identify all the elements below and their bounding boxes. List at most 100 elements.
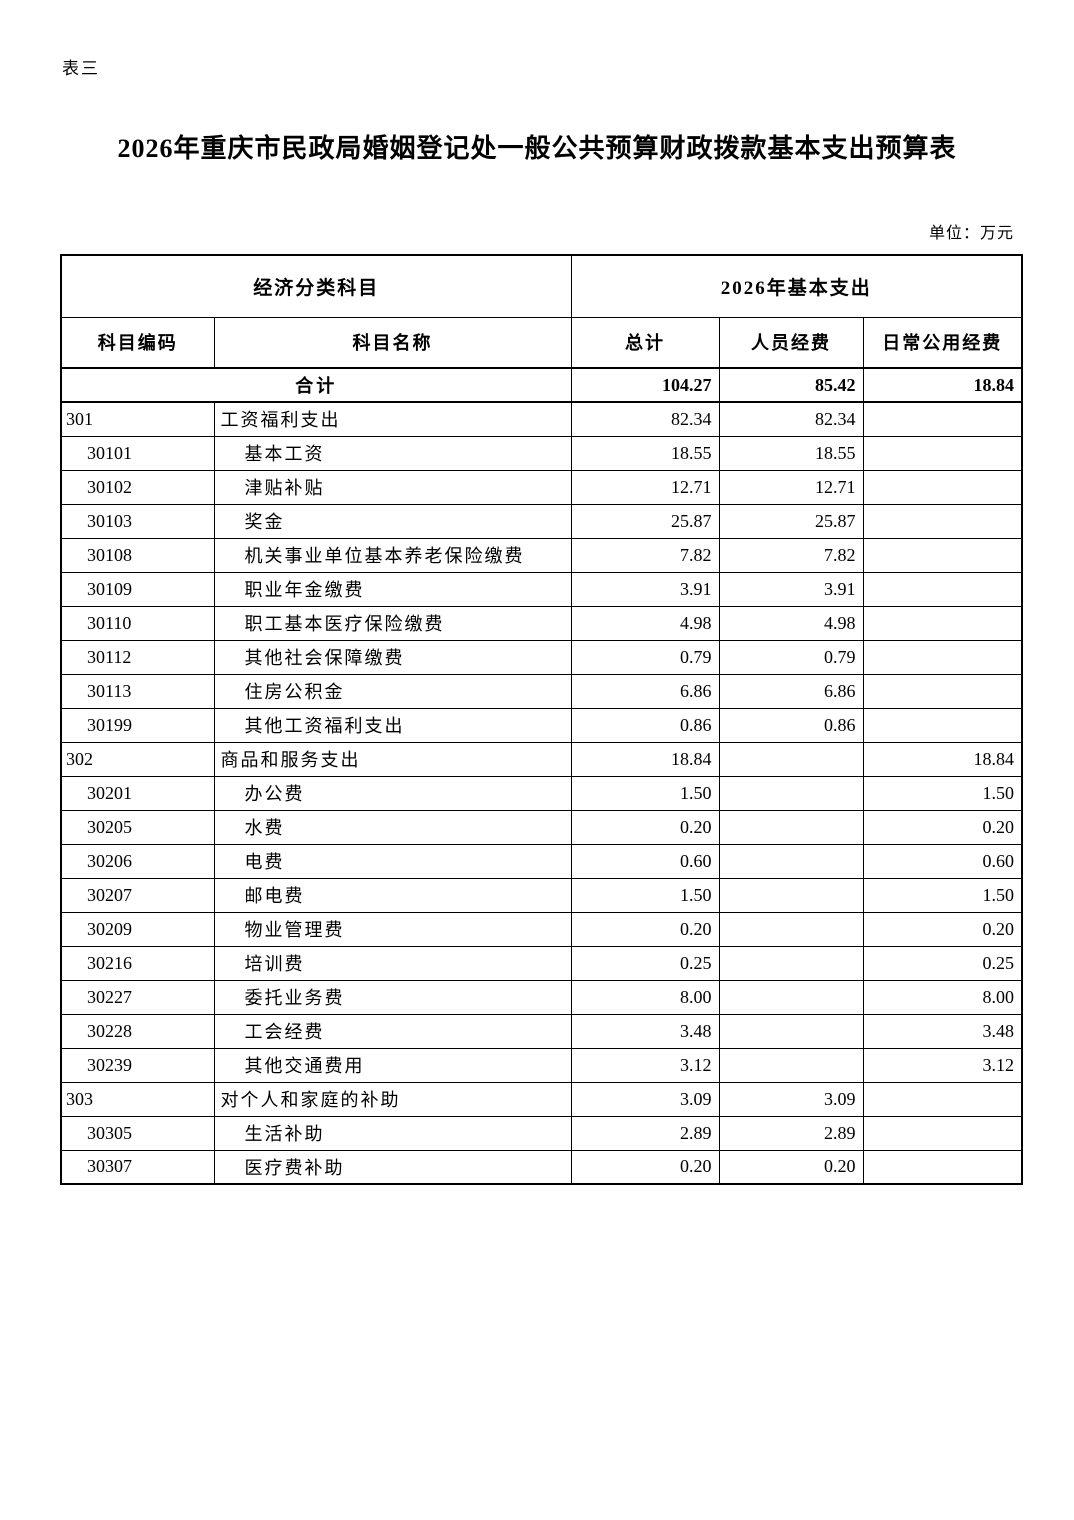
cell-daily-value [862, 469, 1023, 505]
cell-daily-value [862, 605, 1023, 641]
cell-personnel-value: 6.86 [718, 673, 864, 709]
cell-daily-value [862, 1081, 1023, 1117]
table-row: 30227 委托业务费 8.00 8.00 [60, 979, 1023, 1015]
cell-total-value: 25.87 [570, 503, 720, 539]
table-row: 30108 机关事业单位基本养老保险缴费 7.82 7.82 [60, 537, 1023, 573]
budget-table: 经济分类科目 2026年基本支出 科目编码 科目名称 总计 人员经费 日常公用经… [60, 254, 1024, 1185]
cell-total-value: 4.98 [570, 605, 720, 641]
cell-subject-name: 对个人和家庭的补助 [213, 1081, 572, 1117]
cell-subject-name: 邮电费 [213, 877, 572, 913]
cell-total-value: 3.48 [570, 1013, 720, 1049]
cell-subject-code: 30110 [60, 605, 215, 641]
cell-daily-value: 8.00 [862, 979, 1023, 1015]
cell-total-value: 2.89 [570, 1115, 720, 1151]
cell-daily-value [862, 435, 1023, 471]
cell-subject-name: 电费 [213, 843, 572, 879]
cell-personnel-value: 25.87 [718, 503, 864, 539]
cell-daily-value: 3.12 [862, 1047, 1023, 1083]
cell-subject-name: 其他社会保障缴费 [213, 639, 572, 675]
cell-subject-code: 30206 [60, 843, 215, 879]
cell-personnel-value [718, 1013, 864, 1049]
cell-subject-code: 30305 [60, 1115, 215, 1151]
cell-total-value: 8.00 [570, 979, 720, 1015]
cell-subject-name: 其他交通费用 [213, 1047, 572, 1083]
cell-subject-code: 30101 [60, 435, 215, 471]
cell-subject-name: 住房公积金 [213, 673, 572, 709]
cell-daily-value: 0.60 [862, 843, 1023, 879]
table-row: 30206 电费 0.60 0.60 [60, 843, 1023, 879]
cell-subject-code: 30199 [60, 707, 215, 743]
cell-subject-name: 商品和服务支出 [213, 741, 572, 777]
table-header: 经济分类科目 2026年基本支出 科目编码 科目名称 总计 人员经费 日常公用经… [60, 254, 1023, 369]
cell-total-value: 0.79 [570, 639, 720, 675]
cell-subject-name: 职工基本医疗保险缴费 [213, 605, 572, 641]
cell-personnel-value: 12.71 [718, 469, 864, 505]
cell-subject-code: 30102 [60, 469, 215, 505]
table-row: 30109 职业年金缴费 3.91 3.91 [60, 571, 1023, 607]
cell-total-value: 7.82 [570, 537, 720, 573]
cell-total-value: 104.27 [570, 367, 720, 403]
cell-personnel-value [718, 877, 864, 913]
cell-personnel-value: 4.98 [718, 605, 864, 641]
cell-subject-name: 物业管理费 [213, 911, 572, 947]
cell-personnel-value [718, 843, 864, 879]
cell-personnel-value: 0.20 [718, 1149, 864, 1185]
cell-subject-code: 30228 [60, 1013, 215, 1049]
cell-subject-name: 基本工资 [213, 435, 572, 471]
cell-personnel-value [718, 979, 864, 1015]
table-row: 302 商品和服务支出 18.84 18.84 [60, 741, 1023, 777]
cell-total-value: 3.91 [570, 571, 720, 607]
cell-daily-value: 1.50 [862, 775, 1023, 811]
cell-daily-value [862, 1115, 1023, 1151]
cell-daily-value: 1.50 [862, 877, 1023, 913]
cell-daily-value: 0.20 [862, 809, 1023, 845]
cell-daily-value [862, 673, 1023, 709]
table-row: 30239 其他交通费用 3.12 3.12 [60, 1047, 1023, 1083]
cell-total-value: 0.25 [570, 945, 720, 981]
cell-subject-name: 工资福利支出 [213, 401, 572, 437]
cell-total-value: 0.60 [570, 843, 720, 879]
cell-subject-name: 工会经费 [213, 1013, 572, 1049]
cell-grand-total-label: 合计 [60, 367, 572, 403]
cell-daily-value [862, 503, 1023, 539]
cell-subject-code: 302 [60, 741, 215, 777]
cell-daily-value [862, 537, 1023, 573]
col-header-personnel-funds: 人员经费 [718, 316, 864, 369]
cell-personnel-value [718, 945, 864, 981]
cell-personnel-value [718, 911, 864, 947]
table-row: 30102 津贴补贴 12.71 12.71 [60, 469, 1023, 505]
table-number-label: 表三 [62, 59, 100, 78]
col-header-daily-public-funds: 日常公用经费 [862, 316, 1023, 369]
cell-total-value: 0.86 [570, 707, 720, 743]
cell-subject-name: 培训费 [213, 945, 572, 981]
cell-subject-code: 30207 [60, 877, 215, 913]
cell-subject-name: 办公费 [213, 775, 572, 811]
table-row: 30199 其他工资福利支出 0.86 0.86 [60, 707, 1023, 743]
cell-total-value: 0.20 [570, 911, 720, 947]
cell-subject-name: 机关事业单位基本养老保险缴费 [213, 537, 572, 573]
cell-subject-code: 30113 [60, 673, 215, 709]
cell-daily-value [862, 1149, 1023, 1185]
cell-total-value: 1.50 [570, 877, 720, 913]
cell-personnel-value [718, 809, 864, 845]
unit-note: 单位：万元 [928, 225, 1014, 242]
cell-subject-name: 委托业务费 [213, 979, 572, 1015]
cell-total-value: 82.34 [570, 401, 720, 437]
table-row: 30103 奖金 25.87 25.87 [60, 503, 1023, 539]
header-group-row: 经济分类科目 2026年基本支出 [60, 254, 1023, 318]
cell-daily-value [862, 639, 1023, 675]
header-columns-row: 科目编码 科目名称 总计 人员经费 日常公用经费 [60, 316, 1023, 369]
cell-daily-value: 0.20 [862, 911, 1023, 947]
cell-subject-code: 30103 [60, 503, 215, 539]
cell-total-value: 12.71 [570, 469, 720, 505]
table-row: 301 工资福利支出 82.34 82.34 [60, 401, 1023, 437]
cell-subject-name: 职业年金缴费 [213, 571, 572, 607]
cell-daily-value [862, 571, 1023, 607]
table-row: 30305 生活补助 2.89 2.89 [60, 1115, 1023, 1151]
cell-subject-code: 30108 [60, 537, 215, 573]
cell-subject-name: 奖金 [213, 503, 572, 539]
cell-total-value: 3.12 [570, 1047, 720, 1083]
table-row: 30307 医疗费补助 0.20 0.20 [60, 1149, 1023, 1185]
cell-subject-code: 30109 [60, 571, 215, 607]
cell-daily-value: 18.84 [862, 741, 1023, 777]
